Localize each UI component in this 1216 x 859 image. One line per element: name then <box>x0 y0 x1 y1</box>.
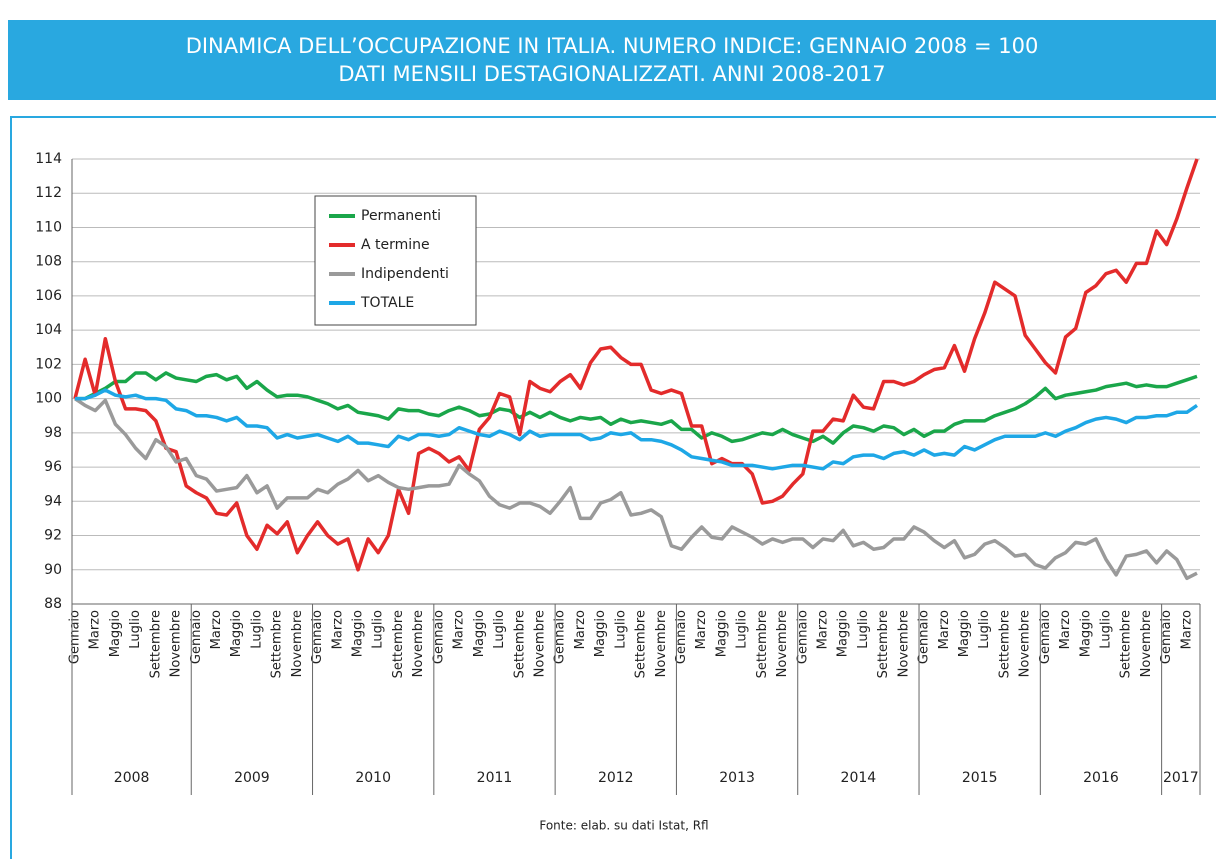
x-tick-label: Marzo <box>694 610 709 649</box>
y-tick-label: 92 <box>44 528 62 544</box>
x-tick-label: Luglio <box>249 610 264 649</box>
legend-label: A termine <box>361 237 430 253</box>
y-tick-label: 88 <box>44 596 62 612</box>
x-tick-label: Novembre <box>1018 610 1033 677</box>
x-tick-label: Settembre <box>634 610 649 678</box>
x-tick-label: Maggio <box>229 610 244 657</box>
x-tick-label: Gennaio <box>1159 610 1174 664</box>
year-label: 2015 <box>962 770 998 786</box>
year-label: 2011 <box>477 770 513 786</box>
x-tick-label: Novembre <box>654 610 669 677</box>
x-tick-label: Novembre <box>532 610 547 677</box>
year-label: 2016 <box>1083 770 1119 786</box>
x-tick-label: Gennaio <box>795 610 810 664</box>
y-tick-label: 106 <box>35 288 62 304</box>
x-tick-label: Marzo <box>573 610 588 649</box>
x-tick-label: Luglio <box>977 610 992 649</box>
x-tick-label: Maggio <box>472 610 487 657</box>
legend-label: Indipendenti <box>361 266 449 282</box>
y-tick-label: 114 <box>35 151 62 167</box>
x-tick-label: Luglio <box>371 610 386 649</box>
x-tick-label: Maggio <box>593 610 608 657</box>
series-line <box>75 388 1198 471</box>
x-tick-label: Luglio <box>128 610 143 649</box>
y-tick-label: 94 <box>44 493 62 509</box>
x-tick-label: Luglio <box>492 610 507 649</box>
x-tick-label: Settembre <box>876 610 891 678</box>
x-tick-label: Settembre <box>1119 610 1134 678</box>
header: DINAMICA DELL’OCCUPAZIONE IN ITALIA. NUM… <box>8 20 1216 100</box>
x-tick-label: Maggio <box>836 610 851 657</box>
x-tick-label: Settembre <box>755 610 770 678</box>
legend-label: TOTALE <box>360 295 414 311</box>
y-tick-label: 112 <box>35 185 62 201</box>
x-tick-label: Maggio <box>1078 610 1093 657</box>
legend-label: Permanenti <box>361 208 441 224</box>
x-tick-label: Gennaio <box>68 610 83 664</box>
x-tick-label: Marzo <box>1179 610 1194 649</box>
y-tick-label: 96 <box>44 459 62 475</box>
source: Fonte: elab. su dati Istat, Rfl <box>539 819 708 833</box>
y-tick-label: 104 <box>35 322 62 338</box>
y-tick-label: 110 <box>35 219 62 235</box>
x-tick-label: Gennaio <box>189 610 204 664</box>
x-tick-label: Gennaio <box>310 610 325 664</box>
x-tick-label: Luglio <box>735 610 750 649</box>
x-tick-label: Gennaio <box>917 610 932 664</box>
x-tick-label: Gennaio <box>1038 610 1053 664</box>
series-line <box>73 158 1199 572</box>
x-tick-label: Luglio <box>613 610 628 649</box>
x-tick-label: Maggio <box>108 610 123 657</box>
x-tick-label: Maggio <box>714 610 729 657</box>
frame <box>10 116 1216 859</box>
y-tick-label: 102 <box>35 356 62 372</box>
x-tick-label: Settembre <box>270 610 285 678</box>
x-tick-label: Novembre <box>169 610 184 677</box>
x-tick-label: Novembre <box>290 610 305 677</box>
x-tick-label: Settembre <box>997 610 1012 678</box>
year-label: 2012 <box>598 770 634 786</box>
x-tick-label: Maggio <box>957 610 972 657</box>
x-tick-label: Maggio <box>351 610 366 657</box>
year-label: 2017 <box>1163 770 1199 786</box>
x-tick-label: Luglio <box>856 610 871 649</box>
x-tick-label: Marzo <box>209 610 224 649</box>
x-tick-label: Marzo <box>452 610 467 649</box>
x-tick-label: Gennaio <box>431 610 446 664</box>
chart-title: DINAMICA DELL’OCCUPAZIONE IN ITALIA. NUM… <box>185 34 1039 58</box>
x-tick-label: Settembre <box>512 610 527 678</box>
series-line <box>74 397 1198 581</box>
x-tick-label: Novembre <box>775 610 790 677</box>
x-tick-label: Gennaio <box>674 610 689 664</box>
y-tick-label: 98 <box>44 425 62 441</box>
x-tick-label: Novembre <box>896 610 911 677</box>
year-label: 2014 <box>841 770 877 786</box>
x-tick-label: Luglio <box>1099 610 1114 649</box>
x-tick-label: Marzo <box>937 610 952 649</box>
x-tick-label: Gennaio <box>553 610 568 664</box>
x-tick-label: Marzo <box>88 610 103 649</box>
year-label: 2008 <box>114 770 150 786</box>
x-tick-label: Marzo <box>816 610 831 649</box>
year-label: 2013 <box>719 770 755 786</box>
y-tick-label: 90 <box>44 562 62 578</box>
y-tick-label: 108 <box>35 254 62 270</box>
year-label: 2009 <box>234 770 270 786</box>
x-tick-label: Settembre <box>148 610 163 678</box>
x-tick-label: Novembre <box>1139 610 1154 677</box>
chart-subtitle: DATI MENSILI DESTAGIONALIZZATI. ANNI 200… <box>338 62 886 86</box>
year-label: 2010 <box>355 770 391 786</box>
x-tick-label: Marzo <box>330 610 345 649</box>
series-line <box>75 371 1198 445</box>
x-tick-label: Settembre <box>391 610 406 678</box>
x-tick-label: Novembre <box>411 610 426 677</box>
y-tick-label: 100 <box>35 391 62 407</box>
x-tick-label: Marzo <box>1058 610 1073 649</box>
